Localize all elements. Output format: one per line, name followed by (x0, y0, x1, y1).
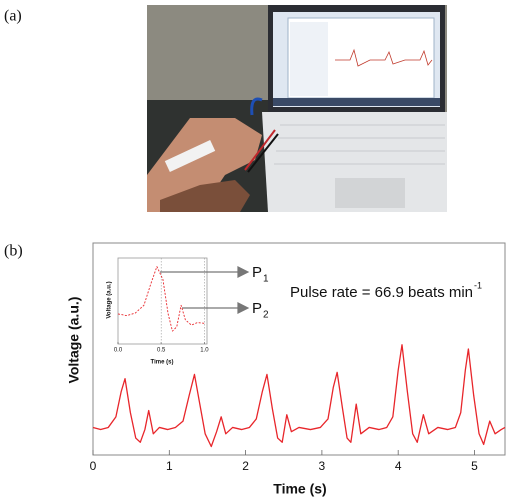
photo (147, 5, 447, 212)
x-axis-label: Time (s) (151, 360, 174, 366)
x-tick-label: 4 (395, 459, 402, 473)
annotation-subscript: 1 (263, 274, 269, 285)
annotation: P (252, 264, 262, 281)
panel-label: (a) (4, 8, 22, 25)
y-axis-label: Voltage (a.u.) (107, 281, 113, 318)
x-axis-label: Time (s) (273, 481, 326, 497)
annotation: P (252, 300, 262, 317)
x-tick-label: 0 (90, 459, 97, 473)
annotation-superscript: -1 (474, 280, 482, 290)
annotation: Pulse rate = 66.9 beats min (290, 284, 473, 301)
x-tick-label: 1 (166, 459, 173, 473)
x-tick-label: 5 (471, 459, 478, 473)
panel-label: (b) (4, 243, 23, 260)
inset-frame (117, 257, 208, 345)
x-tick-label: 2 (242, 459, 249, 473)
plot-frame (92, 242, 506, 456)
x-tick-label: 1.0 (200, 348, 209, 354)
x-tick-label: 3 (319, 459, 326, 473)
line-series (117, 266, 205, 332)
x-tick-label: 0.0 (114, 348, 123, 354)
y-axis-label: Voltage (a.u.) (66, 297, 82, 384)
x-tick-label: 0.5 (157, 348, 166, 354)
line-series (92, 344, 506, 448)
annotation-subscript: 2 (263, 310, 269, 321)
annotation-arrows (160, 266, 250, 314)
